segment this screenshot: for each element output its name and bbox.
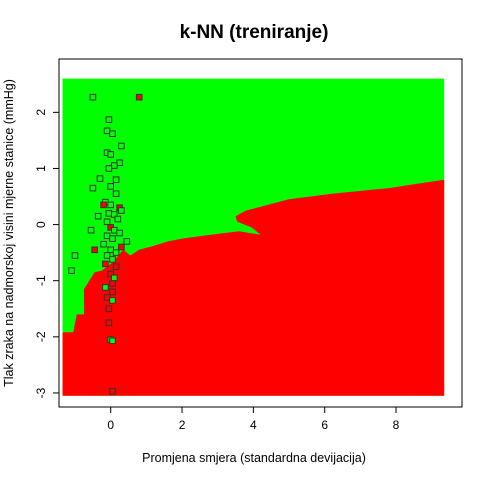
data-point-38 [103,252,111,259]
y-tick-label: 2 [34,109,48,116]
x-tick-label: 4 [250,418,257,432]
x-axis-label: Promjena smjera (standardna devijacija) [142,451,366,465]
data-point-25 [103,218,111,226]
data-point-21 [105,210,113,217]
x-tick-label: 0 [107,418,114,432]
data-point-9 [111,162,118,169]
data-point-45 [111,274,118,282]
data-point-12 [96,175,104,182]
data-point-7 [107,151,115,158]
y-axis: -3 -2 -1 0 1 2 [34,109,60,398]
data-point-35 [107,246,115,254]
data-point-30 [103,232,111,240]
data-point-27 [111,226,118,234]
data-point-11 [112,176,120,183]
data-point-20 [118,207,125,214]
data-point-5 [118,142,125,150]
data-point-17 [107,201,115,209]
data-point-40 [109,256,116,263]
data-point-49 [103,294,111,301]
y-tick-label: 0 [34,221,48,228]
data-point-36 [91,246,99,254]
data-point-32 [123,238,131,245]
region-class-b [62,179,445,396]
y-tick-label: -3 [34,387,48,398]
data-point-31 [109,235,116,242]
data-point-24 [114,215,122,223]
data-point-33 [100,240,107,248]
training-points [68,93,143,395]
data-point-14 [107,183,115,190]
data-point-23 [94,212,102,220]
data-point-47 [102,284,109,291]
data-point-8 [116,159,123,167]
data-point-15 [112,190,120,197]
data-point-39 [71,252,79,259]
x-axis: 0 2 4 6 8 [107,406,400,432]
data-point-10 [105,165,113,172]
data-point-52 [105,319,113,327]
y-tick-label: 1 [34,165,48,172]
data-point-43 [68,267,75,274]
data-point-34 [118,243,125,251]
data-point-3 [103,127,111,135]
region-class-a-notch [62,298,74,305]
data-point-54 [109,337,116,345]
x-tick-label: 6 [321,418,328,432]
data-point-50 [109,297,116,304]
y-tick-label: -1 [34,275,48,286]
y-axis-label: Tlak zraka na nadmorskoj visini mjerne s… [2,79,16,387]
chart-title: k-NN (treniranje) [180,22,329,43]
data-point-51 [105,305,113,313]
data-point-2 [105,116,113,123]
data-point-44 [107,270,115,278]
data-point-46 [109,280,116,287]
data-point-42 [112,263,120,270]
data-point-55 [109,388,116,395]
data-point-37 [112,249,120,256]
y-tick-label: -2 [34,331,48,342]
data-point-41 [102,260,109,268]
x-tick-label: 2 [179,418,186,432]
data-point-0 [89,93,97,101]
decision-regions [62,78,445,396]
data-point-18 [100,201,107,209]
data-point-29 [116,229,123,237]
data-point-13 [89,184,97,192]
data-point-48 [109,288,116,296]
x-tick-label: 8 [393,418,400,432]
data-point-1 [135,93,143,101]
data-point-4 [109,130,116,137]
data-point-22 [111,211,118,218]
data-point-28 [87,226,95,234]
